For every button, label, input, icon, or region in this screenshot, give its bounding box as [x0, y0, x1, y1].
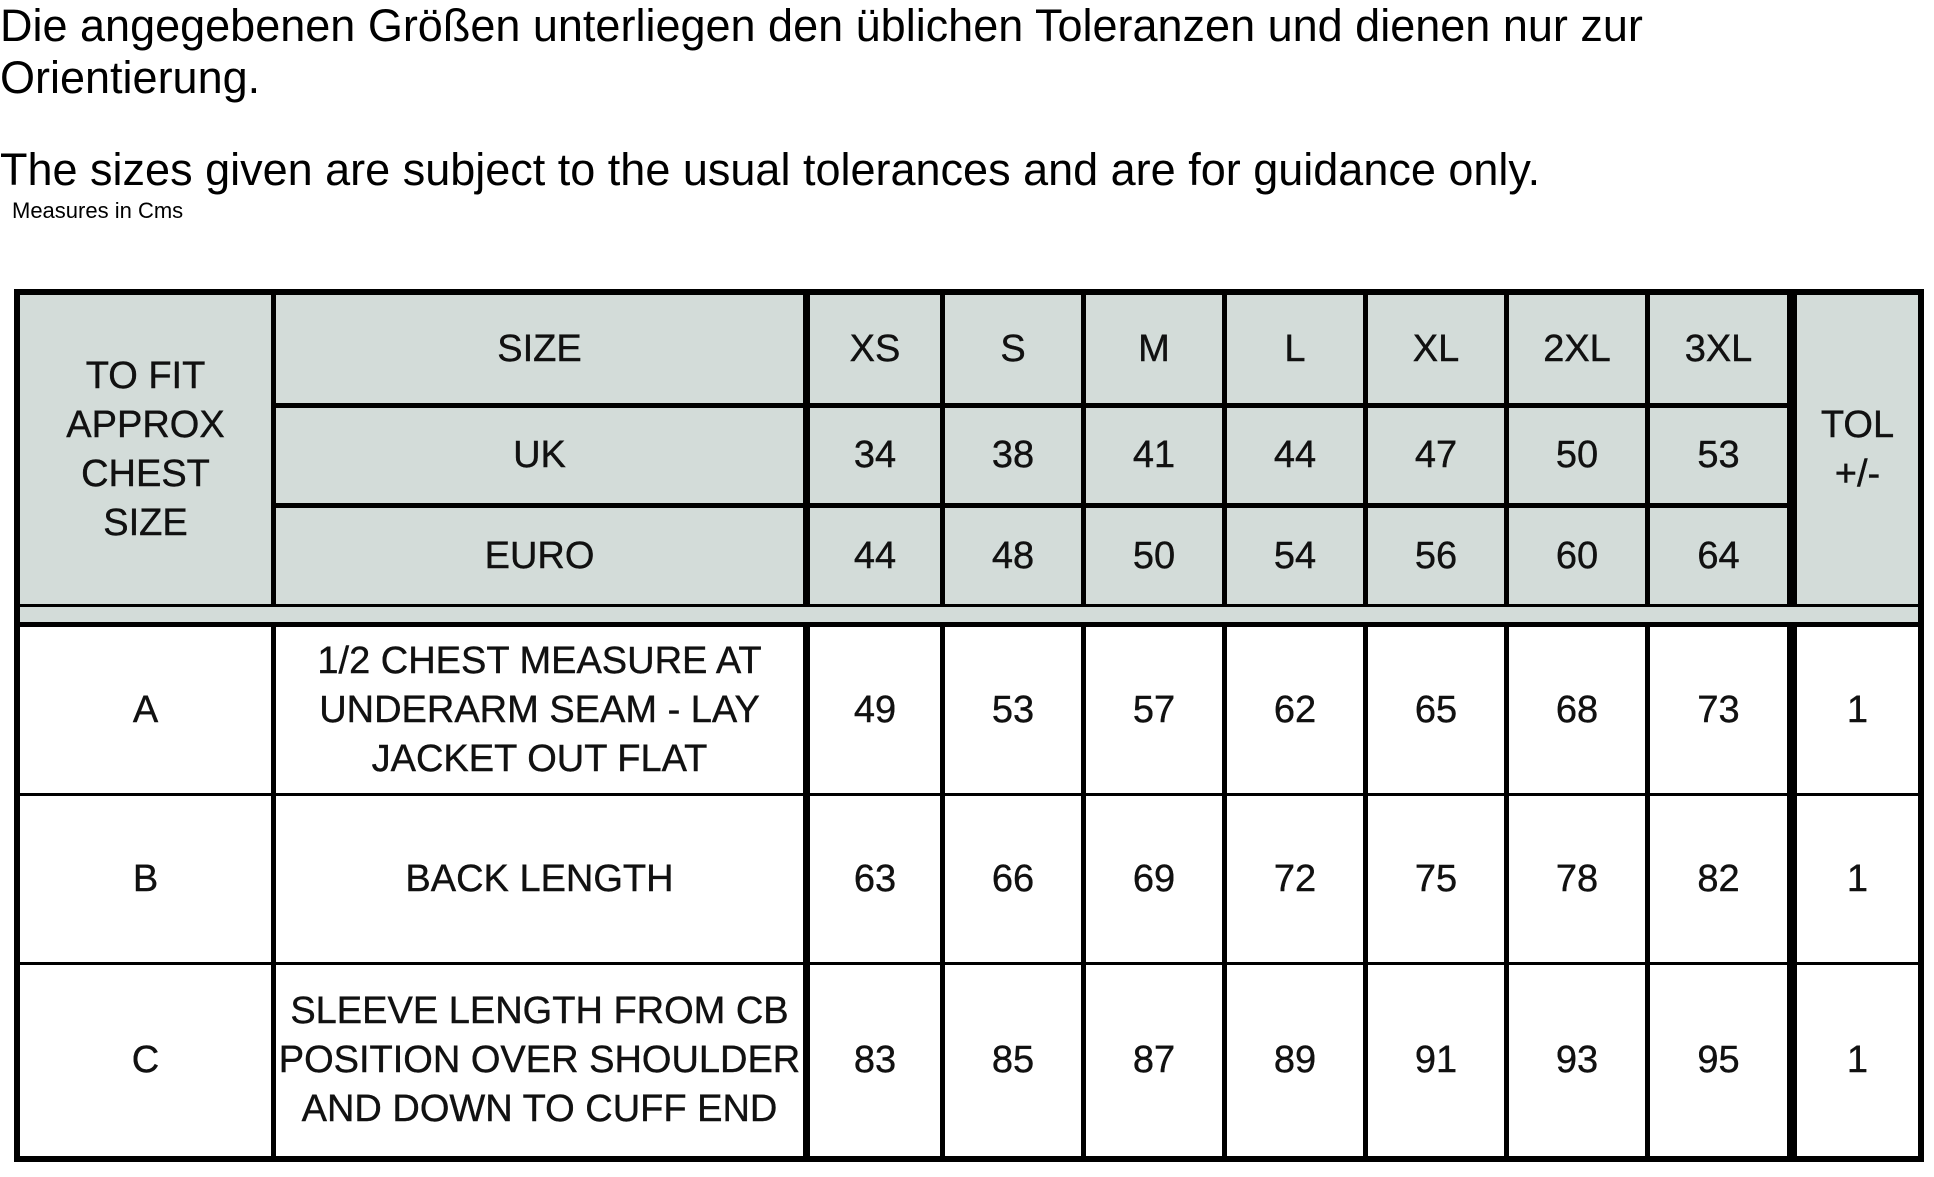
- row-description: SLEEVE LENGTH FROM CB POSITION OVER SHOU…: [276, 965, 803, 1156]
- row-description: BACK LENGTH: [276, 796, 803, 962]
- header-row-value: 44: [810, 508, 940, 604]
- row-code: B: [20, 796, 271, 962]
- row-value: 63: [810, 796, 940, 962]
- row-value: 85: [945, 965, 1081, 1156]
- header-row-label: EURO: [276, 508, 803, 604]
- row-code: A: [20, 627, 271, 793]
- intro-german-text: Die angegebenen Größen unterliegen den ü…: [0, 0, 1643, 103]
- header-row-value: 44: [1227, 408, 1363, 503]
- header-row-value: 2XL: [1509, 295, 1645, 403]
- header-row-value: 47: [1368, 408, 1504, 503]
- header-row-value: 54: [1227, 508, 1363, 604]
- intro-english-text: The sizes given are subject to the usual…: [0, 144, 1541, 195]
- row-value: 72: [1227, 796, 1363, 962]
- row-code: C: [20, 965, 271, 1156]
- row-value: 93: [1509, 965, 1645, 1156]
- row-value: 69: [1086, 796, 1222, 962]
- row-value: 57: [1086, 627, 1222, 793]
- header-body-separator: [20, 607, 1918, 622]
- header-row-value: 50: [1086, 508, 1222, 604]
- corner-label-cell: TO FIT APPROX CHEST SIZE: [20, 295, 271, 604]
- header-row-value: 38: [945, 408, 1081, 503]
- row-value: 82: [1650, 796, 1787, 962]
- row-value: 53: [945, 627, 1081, 793]
- row-value: 65: [1368, 627, 1504, 793]
- row-value: 95: [1650, 965, 1787, 1156]
- row-description: 1/2 CHEST MEASURE AT UNDERARM SEAM - LAY…: [276, 627, 803, 793]
- header-row-value: 3XL: [1650, 295, 1787, 403]
- header-row-value: 41: [1086, 408, 1222, 503]
- row-value: 68: [1509, 627, 1645, 793]
- header-row-value: XS: [810, 295, 940, 403]
- row-value: 62: [1227, 627, 1363, 793]
- row-value: 78: [1509, 796, 1645, 962]
- row-value: 73: [1650, 627, 1787, 793]
- row-value: 66: [945, 796, 1081, 962]
- header-row-value: 64: [1650, 508, 1787, 604]
- header-row-value: 34: [810, 408, 940, 503]
- header-row-label: UK: [276, 408, 803, 503]
- row-value: 91: [1368, 965, 1504, 1156]
- header-row-value: M: [1086, 295, 1222, 403]
- header-row-value: 53: [1650, 408, 1787, 503]
- header-row-value: 60: [1509, 508, 1645, 604]
- row-value: 89: [1227, 965, 1363, 1156]
- row-value: 87: [1086, 965, 1222, 1156]
- header-row-value: 50: [1509, 408, 1645, 503]
- row-value: 75: [1368, 796, 1504, 962]
- header-row-value: L: [1227, 295, 1363, 403]
- measures-unit-note: Measures in Cms: [12, 198, 184, 223]
- header-row-value: 48: [945, 508, 1081, 604]
- size-chart-table: TO FIT APPROX CHEST SIZE TOL +/- SIZE XS S M L…: [14, 289, 1924, 1162]
- tolerance-header-cell: TOL +/-: [1797, 295, 1918, 604]
- row-value: 83: [810, 965, 940, 1156]
- row-tolerance: 1: [1797, 965, 1918, 1156]
- header-row-value: XL: [1368, 295, 1504, 403]
- row-tolerance: 1: [1797, 627, 1918, 793]
- row-value: 49: [810, 627, 940, 793]
- row-tolerance: 1: [1797, 796, 1918, 962]
- header-row-value: 56: [1368, 508, 1504, 604]
- header-row-value: S: [945, 295, 1081, 403]
- header-row-label: SIZE: [276, 295, 803, 403]
